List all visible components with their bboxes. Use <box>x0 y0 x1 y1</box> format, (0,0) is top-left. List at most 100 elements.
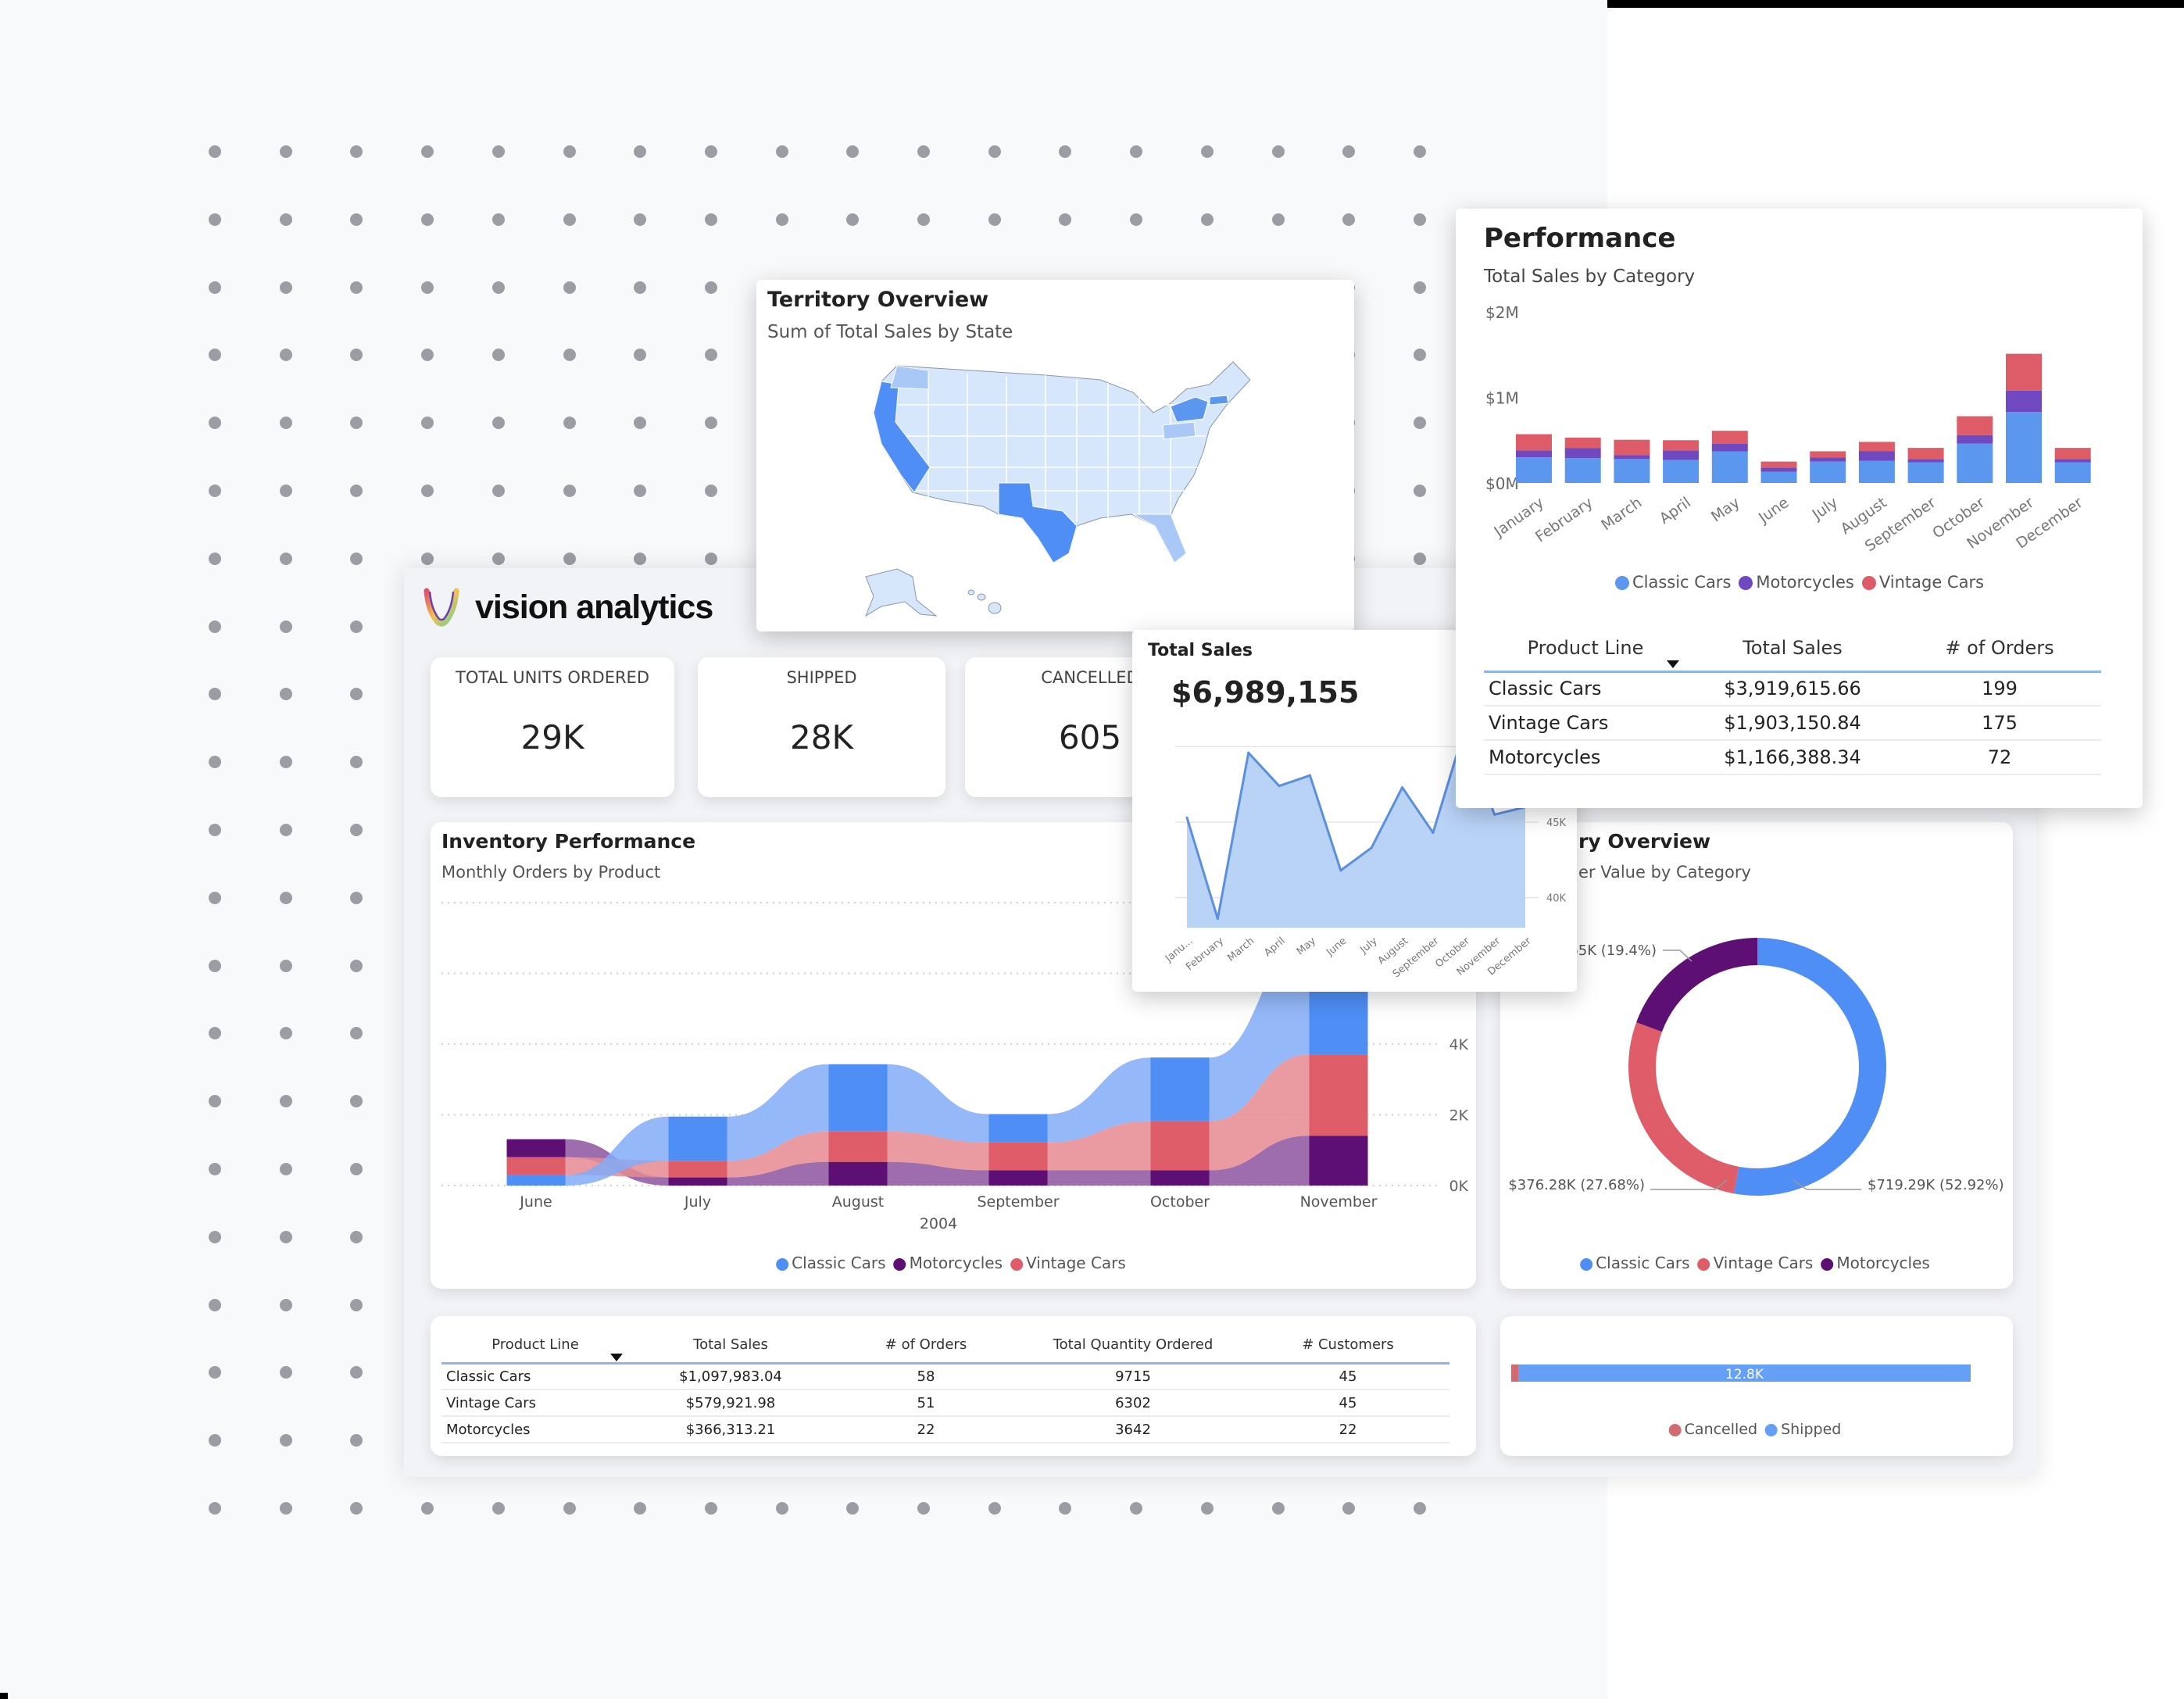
decorative-dot <box>491 145 505 158</box>
map-state-pennsylvania[interactable] <box>1162 421 1196 440</box>
legend-item-vintage[interactable]: Vintage Cars <box>1010 1254 1126 1272</box>
map-alaska[interactable] <box>864 568 938 617</box>
chart-legend: Cancelled Shipped <box>1668 1421 1841 1438</box>
bar-shipped <box>1518 1365 1971 1382</box>
bar-segment <box>1858 451 1895 461</box>
legend-item-classic[interactable]: Classic Cars <box>1580 1254 1690 1272</box>
decorative-dot <box>988 213 1001 226</box>
decorative-dot <box>491 417 505 430</box>
map-state-washington[interactable] <box>890 365 929 390</box>
table-cell: $3,919,615.66 <box>1687 671 1898 706</box>
decorative-dot <box>1413 145 1426 158</box>
decorative-dot <box>1413 281 1426 294</box>
kpi-value: 29K <box>520 718 584 757</box>
bar-segment <box>1516 457 1552 483</box>
decorative-dot <box>279 1434 292 1447</box>
decorative-dot <box>279 349 292 362</box>
table-row[interactable]: Classic Cars $3,919,615.66 199 <box>1484 671 2101 706</box>
legend-item-moto[interactable]: Motorcycles <box>893 1254 1003 1272</box>
bar-segment <box>2006 412 2042 483</box>
legend-item-classic[interactable]: Classic Cars <box>1614 573 1731 592</box>
kpi-value: 28K <box>790 718 853 757</box>
legend-item-vintage[interactable]: Vintage Cars <box>1861 573 1984 592</box>
decorative-dot <box>279 1163 292 1175</box>
label-connector <box>1663 950 1693 962</box>
table-row[interactable]: Classic Cars $1,097,983.04 58 9715 45 <box>441 1363 1449 1390</box>
column-header-customers[interactable]: # Customers <box>1302 1336 1394 1353</box>
decorative-dot <box>563 1502 576 1515</box>
decorative-dot <box>279 756 292 769</box>
column-header-orders[interactable]: # of Orders <box>1945 637 2054 660</box>
legend-item-cancelled[interactable]: Cancelled <box>1668 1421 1757 1438</box>
y-tick-label: $2M <box>1485 303 1519 322</box>
decorative-dot <box>279 620 292 633</box>
decorative-dot <box>350 1027 363 1040</box>
decorative-dot <box>704 485 717 497</box>
ribbon-bar-segment <box>828 1131 888 1162</box>
column-header-total-sales[interactable]: Total Sales <box>1743 637 1843 660</box>
decorative-dot <box>209 1502 221 1515</box>
map-state-california[interactable] <box>873 381 931 493</box>
decorative-dot <box>209 1298 221 1311</box>
ribbon-band <box>1047 1057 1151 1143</box>
ribbon-band <box>1047 1121 1151 1171</box>
decorative-dot <box>1130 213 1143 226</box>
column-header-product-line[interactable]: Product Line <box>441 1327 629 1363</box>
legend-item-moto[interactable]: Motorcycles <box>1739 573 1854 592</box>
decorative-dot <box>421 213 434 226</box>
decorative-dot <box>350 485 363 497</box>
decorative-dot <box>350 145 363 158</box>
bar-segment <box>1614 439 1650 456</box>
data-point <box>1247 751 1250 754</box>
bar-label: 12.8K <box>1725 1367 1764 1382</box>
decorative-dot <box>209 1027 221 1040</box>
donut-slice <box>1628 1022 1739 1194</box>
x-tick-label: March <box>1598 494 1645 534</box>
us-state-map[interactable] <box>842 358 1264 624</box>
legend-item-classic[interactable]: Classic Cars <box>776 1254 886 1272</box>
bar-segment <box>1957 435 1993 444</box>
table-row[interactable]: Vintage Cars $579,921.98 51 6302 45 <box>441 1390 1449 1417</box>
ribbon-bar-segment <box>506 1175 566 1186</box>
bar-segment <box>1810 451 1846 458</box>
map-state-massachusetts[interactable] <box>1209 395 1229 406</box>
decorative-dot <box>563 281 576 294</box>
map-hawaii[interactable] <box>967 589 1002 614</box>
order-value-card: ry Overview er Value by Category $719.29… <box>1500 822 2013 1289</box>
column-header-total-sales[interactable]: Total Sales <box>693 1336 768 1353</box>
table-cell: 199 <box>1898 671 2101 706</box>
decorative-dot <box>279 1502 292 1515</box>
column-header-orders[interactable]: # of Orders <box>885 1336 967 1353</box>
top-black-bar <box>1607 0 2184 8</box>
legend-item-shipped[interactable]: Shipped <box>1765 1421 1841 1438</box>
map-state-florida[interactable] <box>1132 513 1187 563</box>
table-row[interactable]: Motorcycles $1,166,388.34 72 <box>1484 740 2101 775</box>
sort-descending-icon[interactable] <box>1667 660 1679 668</box>
y-tick-label: 45K <box>1546 817 1567 829</box>
ribbon-bar-segment <box>1309 1136 1368 1186</box>
decorative-dot <box>350 417 363 430</box>
table-row[interactable]: Vintage Cars $1,903,150.84 175 <box>1484 706 2101 741</box>
data-point <box>1493 813 1496 816</box>
table-cell: 9715 <box>1020 1363 1246 1390</box>
column-header-product-line[interactable]: Product Line <box>1484 626 1687 671</box>
table-row[interactable]: Motorcycles $366,313.21 22 3642 22 <box>441 1416 1449 1443</box>
bar-segment <box>1907 448 1944 460</box>
map-state-borders <box>878 372 1210 522</box>
legend-item-moto[interactable]: Motorcycles <box>1821 1254 1930 1272</box>
legend-item-vintage[interactable]: Vintage Cars <box>1697 1254 1813 1272</box>
map-state-texas[interactable] <box>998 482 1078 563</box>
ribbon-bar-segment <box>1309 1054 1368 1136</box>
column-header-quantity[interactable]: Total Quantity Ordered <box>1053 1336 1214 1353</box>
decorative-dot <box>491 281 505 294</box>
ribbon-band <box>565 1116 669 1186</box>
bar-segment <box>1858 460 1895 483</box>
card-subtitle: Monthly Orders by Product <box>441 863 661 882</box>
decorative-dot <box>988 145 1001 158</box>
table-cell: Classic Cars <box>441 1363 629 1390</box>
decorative-dot <box>563 349 576 362</box>
decorative-dot <box>846 145 860 158</box>
sort-descending-icon[interactable] <box>610 1354 623 1361</box>
map-state-new-york[interactable] <box>1170 396 1209 423</box>
ribbon-bar-segment <box>988 1170 1048 1186</box>
